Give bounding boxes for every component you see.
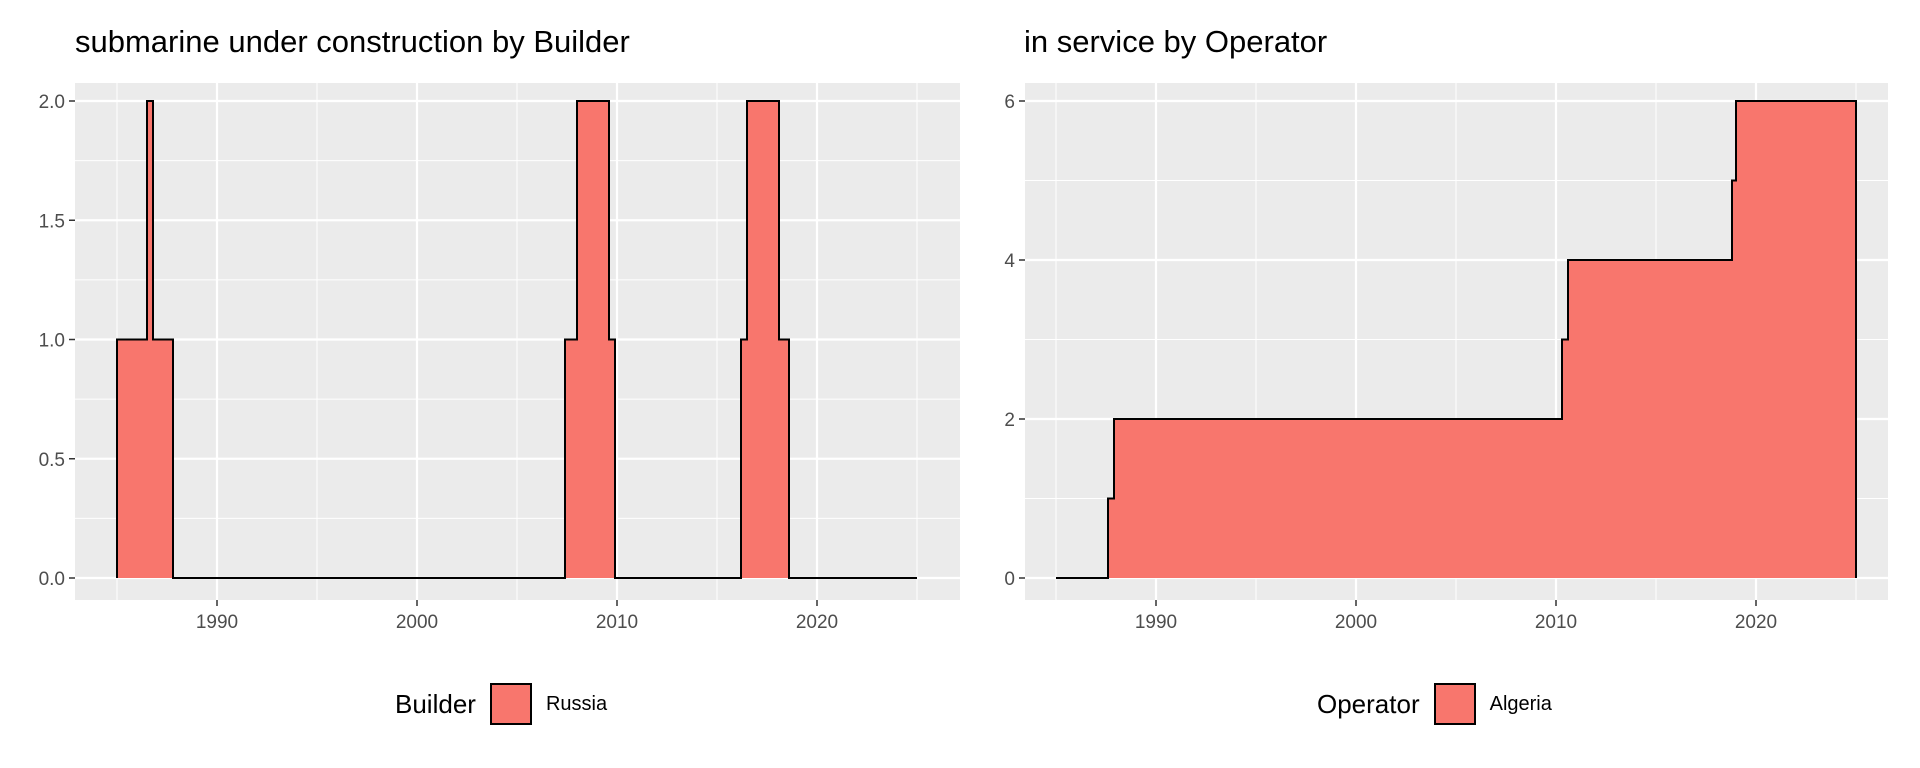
legend: Builder Russia (395, 676, 607, 732)
legend-label: Russia (545, 692, 608, 715)
y-tick-label: 1.0 (39, 331, 65, 352)
legend-key-swatch (489, 683, 532, 725)
y-tick-label: 1.5 (39, 211, 65, 232)
x-tick-label: 2010 (1535, 612, 1577, 633)
y-tick-label: 2 (1004, 410, 1015, 431)
legend-title: Operator (1317, 688, 1420, 719)
y-tick-label: 0.0 (39, 569, 65, 590)
plot-area: 1990 2000 2010 2020 0.0 0.5 1.0 1.5 2.0 (39, 83, 960, 633)
chart-title: in service by Operator (1024, 24, 1328, 59)
x-tick-label: 2020 (796, 612, 838, 633)
legend-label: Algeria (1489, 692, 1552, 715)
area-outline-russia (116, 100, 917, 579)
y-tick-label: 4 (1004, 251, 1015, 272)
area-fill-algeria (1056, 101, 1856, 578)
x-tick-label: 2000 (396, 612, 438, 633)
chart-title: submarine under construction by Builder (75, 24, 630, 59)
y-tick-label: 2.0 (39, 92, 65, 113)
chart-panel-operator: in service by Operator 1990 2000 2010 2020 0… (960, 0, 1920, 768)
legend-key-swatch (1433, 683, 1476, 725)
chart-panel-builder: submarine under construction by Builder … (39, 24, 960, 732)
y-tick-label: 6 (1004, 92, 1015, 113)
x-tick-label: 1990 (196, 612, 238, 633)
y-tick-label: 0.5 (39, 450, 65, 471)
area-fill-russia (117, 101, 917, 578)
area-outline-algeria (1056, 100, 1857, 579)
y-tick-label: 0 (1004, 569, 1015, 590)
x-tick-label: 1990 (1135, 612, 1177, 633)
x-tick-label: 2020 (1735, 612, 1777, 633)
x-tick-label: 2000 (1335, 612, 1377, 633)
plot-area: 1990 2000 2010 2020 0 2 4 6 (1004, 83, 1888, 633)
x-tick-label: 2010 (596, 612, 638, 633)
legend-title: Builder (395, 688, 476, 719)
legend: Operator Algeria (1317, 676, 1552, 732)
